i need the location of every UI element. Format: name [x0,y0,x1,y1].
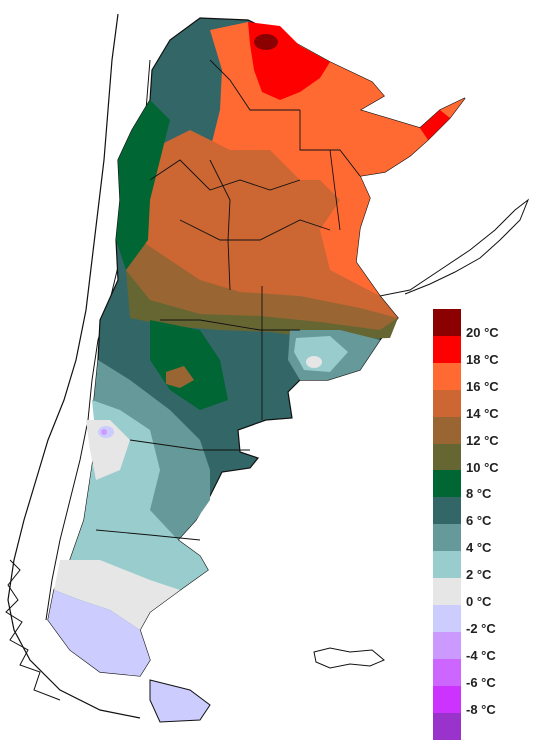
uruguay-outline [379,198,530,297]
chile-islands [5,559,61,701]
zone-minus4c-spot [101,429,107,435]
legend-swatch [433,631,461,659]
legend-swatch-row: 16 °C [433,362,533,393]
tierra-del-fuego [149,679,211,723]
legend-swatch-row: 6 °C [433,497,533,528]
legend-swatch-row: 10 °C [433,443,533,474]
legend-swatch [433,712,461,740]
legend-swatch-row: 4 °C [433,524,533,555]
legend-swatch-row: -4 °C [433,631,533,662]
legend-label: 0 °C [466,594,492,609]
legend-swatch [433,470,461,498]
legend-swatch [433,443,461,471]
zone-10c [126,270,398,340]
zone-0c-patagonia [86,420,130,480]
legend-swatch [433,497,461,525]
malvinas-islands [313,647,385,669]
legend-label: 8 °C [466,486,492,502]
legend-swatch-row: -2 °C [433,604,533,635]
legend-swatch-row: 8 °C [433,470,533,501]
legend-label: -8 °C [466,701,496,717]
legend-swatch-row: -6 °C [433,658,533,689]
legend-swatch [433,309,461,336]
legend-label: 18 °C [466,351,499,367]
zone-minus2c-south [48,590,150,676]
legend-label: 2 °C [466,567,492,583]
legend-label: 16 °C [466,378,499,394]
legend-swatch [433,551,461,579]
zone-14c [140,130,398,318]
zone-0c-coast [306,356,322,368]
legend-swatch [433,604,461,632]
legend-label: 6 °C [466,513,492,529]
legend-swatch [433,658,461,686]
zone-0c-south [54,560,180,630]
legend-swatch [433,685,461,713]
legend-label: 10 °C [466,459,499,475]
legend-swatch-row: -8 °C [433,685,533,716]
zone-12c [126,240,398,330]
legend-swatch [433,362,461,390]
legend-label: 20 °C [466,325,499,340]
legend-label: -2 °C [466,620,496,636]
zone-20c [254,34,278,50]
legend-swatch-row [433,712,533,740]
chile-outline [7,13,141,719]
legend-label: 12 °C [466,432,499,448]
legend-label: -4 °C [466,647,496,663]
legend-swatch [433,416,461,444]
legend-label: 14 °C [466,405,499,421]
legend-swatch [433,524,461,552]
province-borders [95,59,361,541]
legend-swatch-row: 2 °C [433,551,533,582]
legend-swatch-row: 12 °C [433,416,533,447]
legend-swatch-row: 18 °C [433,335,533,366]
zone-12c-central [166,366,194,388]
legend-label: -6 °C [466,674,496,690]
legend-swatch-row: 0 °C [433,578,533,609]
temperature-legend: 20 °C 18 °C 16 °C 14 °C 12 °C 10 °C 8 °C 6 °C 4 … [433,309,533,740]
zone-18c-east [420,110,450,140]
legend-label: 4 °C [466,540,492,556]
legend-swatch-row: 14 °C [433,389,533,420]
legend-swatch [433,335,461,363]
legend-swatch [433,578,461,605]
legend-swatch-row: 20 °C [433,309,533,340]
zone-8c-central [150,320,228,410]
zone-8c-west [116,100,170,270]
legend-swatch [433,389,461,417]
